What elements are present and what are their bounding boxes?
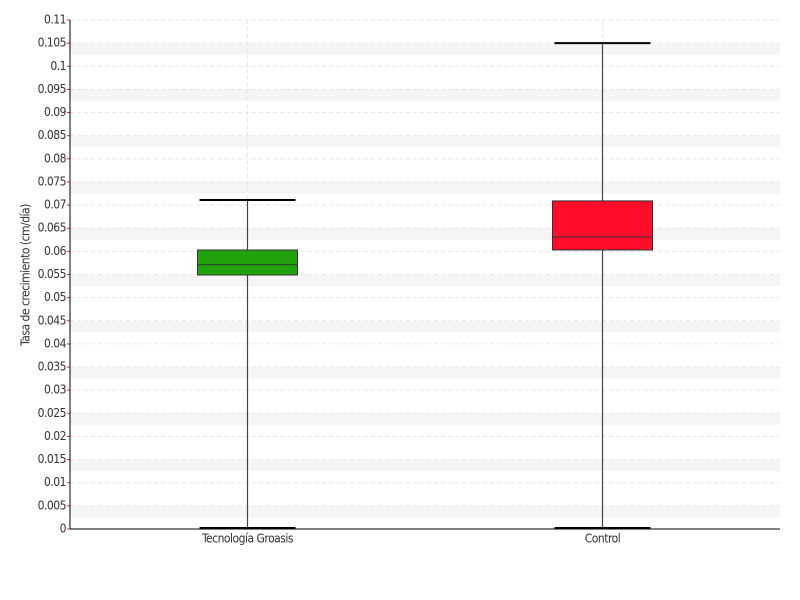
y-tick-label: 0.085 <box>38 128 66 142</box>
x-tick-label: Tecnología Groasis <box>201 532 294 546</box>
grid-band <box>70 367 780 379</box>
y-tick-label: 0.04 <box>44 336 67 350</box>
y-axis-label: Tasa de crecimiento (cm/día) <box>19 204 33 347</box>
y-tick-label: 0.035 <box>38 360 66 374</box>
grid-band <box>70 43 780 55</box>
x-tick-label: Control <box>585 532 621 546</box>
y-tick-label: 0.055 <box>38 267 66 281</box>
y-tick-label: 0.065 <box>38 221 66 235</box>
y-tick-label: 0.105 <box>38 36 66 50</box>
y-tick-label: 0.045 <box>38 313 66 327</box>
grid-band <box>70 320 780 333</box>
y-tick-label: 0.01 <box>44 475 66 489</box>
grid-band <box>70 135 780 148</box>
grid-band <box>70 459 780 472</box>
box <box>552 200 653 251</box>
y-tick-label: 0.025 <box>38 406 66 420</box>
y-tick-label: 0.03 <box>44 383 66 397</box>
grid-band <box>70 505 780 518</box>
y-tick-label: 0.02 <box>44 429 66 443</box>
y-tick-label: 0 <box>60 522 67 536</box>
y-tick-label: 0.06 <box>44 244 67 258</box>
y-tick-label: 0.07 <box>44 198 66 212</box>
y-tick-label: 0.05 <box>44 290 66 304</box>
grid-band <box>70 274 780 287</box>
y-tick-label: 0.11 <box>44 13 66 27</box>
grid-band <box>70 181 780 194</box>
y-tick-label: 0.09 <box>44 105 67 119</box>
y-tick-label: 0.095 <box>38 82 66 96</box>
grid-band <box>70 228 780 240</box>
grid-band <box>70 89 780 101</box>
y-tick-label: 0.1 <box>50 59 66 73</box>
y-tick-label: 0.015 <box>38 452 66 466</box>
box <box>197 249 298 276</box>
y-tick-label: 0.08 <box>44 151 67 165</box>
y-tick-label: 0.005 <box>38 498 66 512</box>
y-tick-label: 0.075 <box>38 174 66 188</box>
grid-band <box>70 413 780 425</box>
